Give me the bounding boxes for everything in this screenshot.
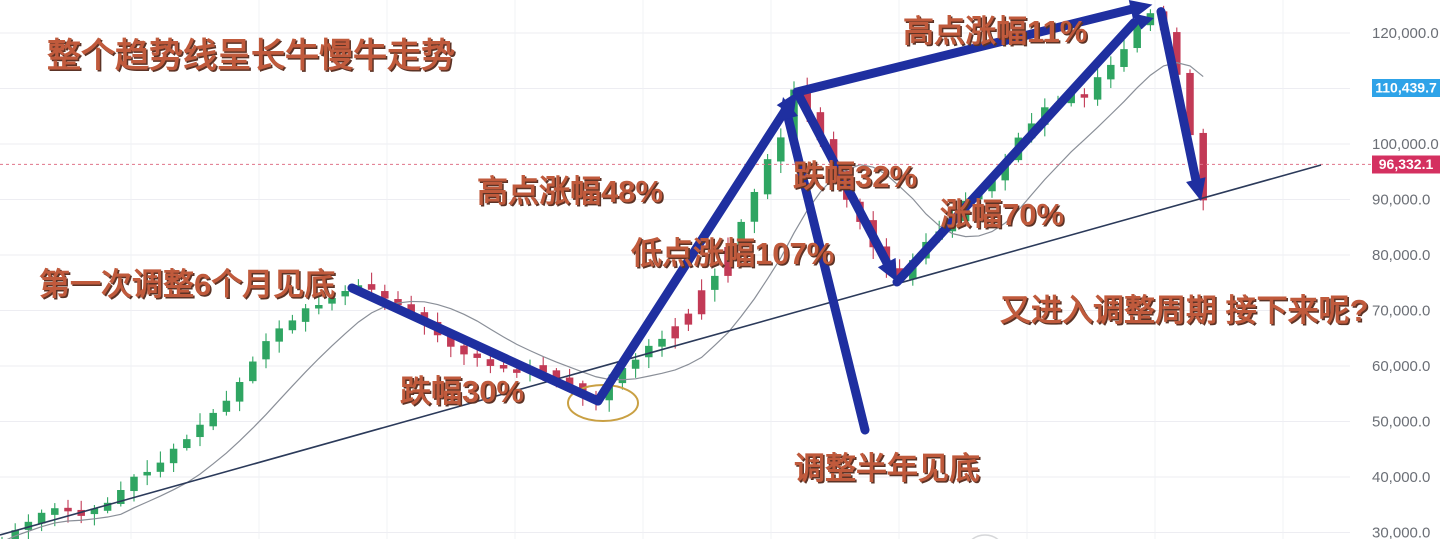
svg-text:100,000.0: 100,000.0 [1372,136,1439,153]
svg-text:80,000.0: 80,000.0 [1372,247,1430,264]
svg-text:第一次调整6个月见底: 第一次调整6个月见底 [39,267,335,302]
svg-text:跌幅32%: 跌幅32% [793,159,917,194]
svg-text:跌幅30%: 跌幅30% [400,374,524,409]
svg-text:50,000.0: 50,000.0 [1372,414,1430,431]
svg-text:低点涨幅107%: 低点涨幅107% [630,236,834,271]
svg-text:又进入调整周期 接下来呢?: 又进入调整周期 接下来呢? [1000,293,1369,328]
svg-text:96,332.1: 96,332.1 [1379,156,1434,172]
svg-text:30,000.0: 30,000.0 [1372,525,1430,539]
svg-text:涨幅70%: 涨幅70% [940,197,1064,232]
svg-text:40,000.0: 40,000.0 [1372,469,1430,486]
svg-text:高点涨幅48%: 高点涨幅48% [477,174,663,209]
svg-text:120,000.0: 120,000.0 [1372,25,1439,42]
svg-text:90,000.0: 90,000.0 [1372,192,1430,209]
svg-text:110,439.7: 110,439.7 [1375,80,1437,96]
svg-text:高点涨幅11%: 高点涨幅11% [903,14,1087,49]
svg-text:整个趋势线呈长牛慢牛走势: 整个趋势线呈长牛慢牛走势 [47,37,455,75]
svg-text:70,000.0: 70,000.0 [1372,303,1430,320]
svg-text:调整半年见底: 调整半年见底 [794,451,980,486]
svg-text:60,000.0: 60,000.0 [1372,358,1430,375]
